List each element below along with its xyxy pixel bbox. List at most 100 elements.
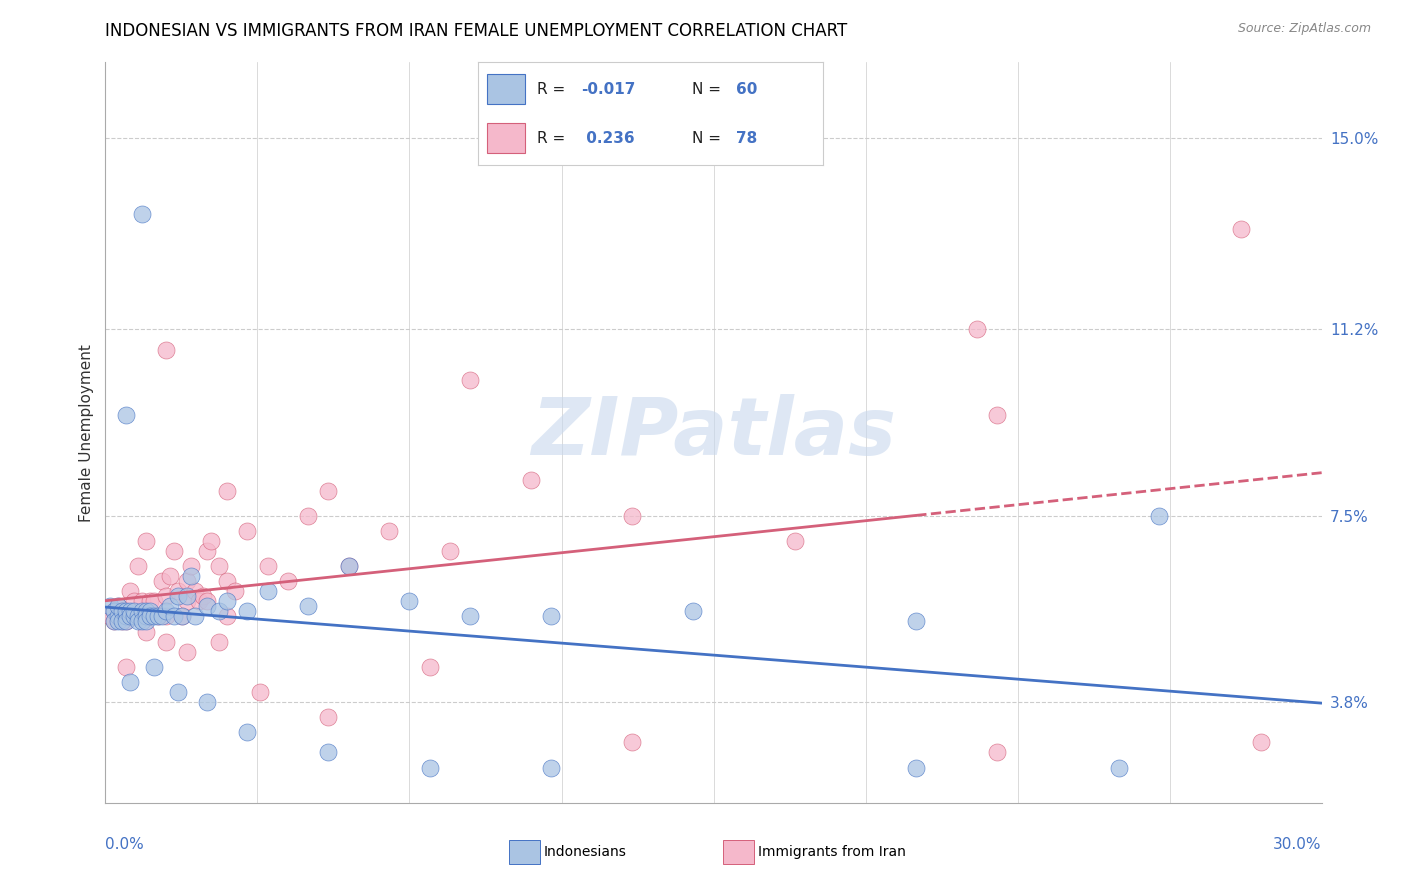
Text: R =: R = (537, 81, 569, 96)
Point (183, 584, 205, 599)
Point (217, 574, 239, 589)
Point (180, 569, 202, 583)
Point (139, 609, 162, 624)
Text: Source: ZipAtlas.com: Source: ZipAtlas.com (1237, 22, 1371, 36)
Point (195, 695, 218, 709)
Point (176, 590, 198, 604)
Point (183, 609, 205, 624)
Text: N =: N = (692, 81, 725, 96)
Point (135, 609, 157, 624)
Point (187, 594, 209, 608)
Point (986, 408, 1008, 422)
Point (167, 584, 190, 599)
Point (131, 206, 153, 220)
Point (167, 685, 190, 699)
Point (118, 609, 141, 624)
Point (172, 609, 194, 624)
Point (217, 609, 239, 624)
Point (167, 590, 190, 604)
Point (135, 533, 157, 548)
Point (131, 604, 153, 618)
Point (208, 604, 231, 618)
Y-axis label: Female Unemployment: Female Unemployment (79, 343, 94, 522)
Point (135, 624, 157, 639)
Point (107, 599, 129, 614)
Point (520, 474, 543, 488)
Text: Indonesians: Indonesians (544, 846, 627, 859)
Point (155, 609, 177, 624)
Point (458, 373, 481, 387)
Text: Immigrants from Iran: Immigrants from Iran (758, 846, 905, 859)
Point (176, 594, 198, 608)
Point (155, 590, 177, 604)
Point (118, 609, 141, 624)
Point (297, 599, 319, 614)
Point (172, 609, 194, 624)
Point (114, 604, 136, 618)
Point (176, 645, 198, 659)
Point (107, 609, 129, 624)
Point (905, 760, 928, 774)
Point (540, 760, 562, 774)
Point (195, 599, 218, 614)
Point (146, 609, 169, 624)
Point (398, 594, 420, 608)
Point (191, 590, 214, 604)
Point (277, 574, 299, 589)
Point (150, 609, 173, 624)
Point (131, 609, 153, 624)
Point (1229, 221, 1251, 235)
Point (966, 322, 988, 336)
Point (122, 609, 145, 624)
Text: N =: N = (692, 131, 725, 146)
Point (103, 615, 125, 629)
Point (114, 604, 136, 618)
Point (540, 609, 562, 624)
Point (114, 615, 136, 629)
Point (318, 710, 340, 724)
Point (143, 609, 166, 624)
Point (783, 533, 806, 548)
Point (159, 599, 181, 614)
Point (378, 524, 401, 538)
Point (139, 609, 162, 624)
FancyBboxPatch shape (486, 74, 524, 104)
Point (114, 660, 136, 674)
Text: INDONESIAN VS IMMIGRANTS FROM IRAN FEMALE UNEMPLOYMENT CORRELATION CHART: INDONESIAN VS IMMIGRANTS FROM IRAN FEMAL… (105, 22, 848, 40)
Point (107, 609, 129, 624)
Point (127, 559, 149, 574)
Point (155, 343, 177, 357)
Point (208, 559, 231, 574)
Point (135, 609, 157, 624)
Point (139, 604, 162, 618)
Point (111, 615, 134, 629)
Point (905, 615, 928, 629)
Point (224, 584, 246, 599)
Point (236, 524, 259, 538)
Point (150, 574, 173, 589)
Point (337, 559, 360, 574)
Point (103, 604, 125, 618)
Text: R =: R = (537, 131, 569, 146)
Point (111, 604, 134, 618)
Point (118, 604, 141, 618)
Point (256, 559, 278, 574)
Point (208, 634, 231, 648)
Point (127, 609, 149, 624)
Point (122, 609, 145, 624)
Point (103, 604, 125, 618)
Point (256, 584, 278, 599)
Point (986, 746, 1008, 760)
Text: ZIPatlas: ZIPatlas (531, 393, 896, 472)
Point (103, 615, 125, 629)
Point (439, 544, 461, 558)
Point (318, 483, 340, 498)
Point (176, 574, 198, 589)
Point (111, 615, 134, 629)
Point (1250, 735, 1272, 749)
Point (458, 609, 481, 624)
Point (155, 604, 177, 618)
Point (1108, 760, 1130, 774)
Point (217, 483, 239, 498)
Point (98, 599, 121, 614)
